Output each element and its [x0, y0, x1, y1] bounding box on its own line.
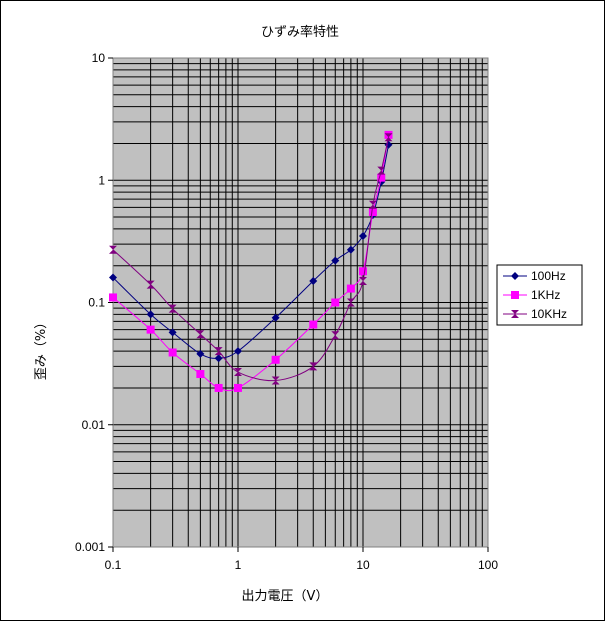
- x-axis-label: 出力電圧（V）: [242, 589, 329, 604]
- legend-marker-10khz: [511, 310, 519, 318]
- data-point-100hz: [331, 256, 340, 265]
- y-axis-label: 歪み（%）: [34, 316, 49, 380]
- data-point-100hz: [109, 273, 117, 282]
- data-point-100hz: [359, 231, 367, 240]
- series-line-10khz: [112, 137, 390, 382]
- y-tick-label: 10: [92, 51, 106, 65]
- grid: [112, 58, 488, 548]
- data-point-10khz: [234, 368, 242, 377]
- data-point-1khz: [331, 298, 340, 307]
- data-point-100hz: [214, 354, 223, 363]
- data-point-100hz: [234, 347, 242, 356]
- data-point-1khz: [109, 293, 117, 302]
- legend-label-1khz: 1KHz: [531, 288, 560, 302]
- data-point-100hz: [196, 349, 205, 358]
- data-point-1khz: [168, 348, 177, 357]
- series-group: [109, 130, 393, 392]
- data-point-10khz: [214, 347, 223, 356]
- y-tick-label: 0.01: [82, 418, 106, 432]
- data-point-10khz: [146, 280, 155, 289]
- x-tick-label: 100: [478, 558, 498, 572]
- data-point-10khz: [168, 304, 177, 313]
- series-10khz: [109, 133, 393, 385]
- legend: 100Hz 1KHz 10KHz: [496, 264, 583, 326]
- x-tick-label: 10: [356, 558, 370, 572]
- data-point-1khz: [309, 320, 318, 329]
- legend-marker-100hz: [511, 272, 519, 280]
- x-tick-label: 0.1: [105, 558, 122, 572]
- data-point-1khz: [196, 370, 205, 379]
- data-point-1khz: [359, 267, 367, 276]
- data-point-10khz: [384, 133, 393, 142]
- y-tick-label: 0.001: [75, 540, 105, 554]
- data-point-10khz: [359, 276, 367, 285]
- legend-marker-1khz: [511, 291, 519, 299]
- data-point-10khz: [346, 298, 355, 307]
- data-point-1khz: [377, 173, 386, 182]
- data-point-100hz: [346, 245, 355, 254]
- data-point-100hz: [309, 276, 318, 285]
- data-point-10khz: [109, 245, 117, 254]
- legend-label-100hz: 100Hz: [531, 269, 566, 283]
- data-point-1khz: [271, 355, 280, 364]
- data-point-1khz: [346, 284, 355, 293]
- data-point-100hz: [271, 313, 280, 322]
- data-point-1khz: [368, 207, 377, 216]
- series-1khz: [109, 130, 393, 392]
- data-point-1khz: [146, 325, 155, 334]
- data-point-10khz: [377, 166, 386, 175]
- data-point-100hz: [146, 310, 155, 319]
- y-tick-label: 1: [98, 173, 105, 187]
- x-tick-label: 1: [235, 558, 242, 572]
- chart-title: ひずみ率特性: [261, 24, 339, 40]
- data-point-1khz: [234, 383, 242, 392]
- legend-label-10khz: 10KHz: [531, 307, 567, 321]
- y-tick-label: 0.1: [88, 296, 105, 310]
- data-point-10khz: [368, 200, 377, 209]
- data-point-1khz: [214, 383, 223, 392]
- data-point-10khz: [309, 362, 318, 371]
- data-point-10khz: [271, 376, 280, 385]
- axis-ticks: 0.1 1 10 100 0.001 0.01 0.1 1 10: [75, 51, 498, 572]
- data-point-10khz: [331, 331, 340, 340]
- data-point-100hz: [168, 328, 177, 337]
- data-point-10khz: [196, 330, 205, 339]
